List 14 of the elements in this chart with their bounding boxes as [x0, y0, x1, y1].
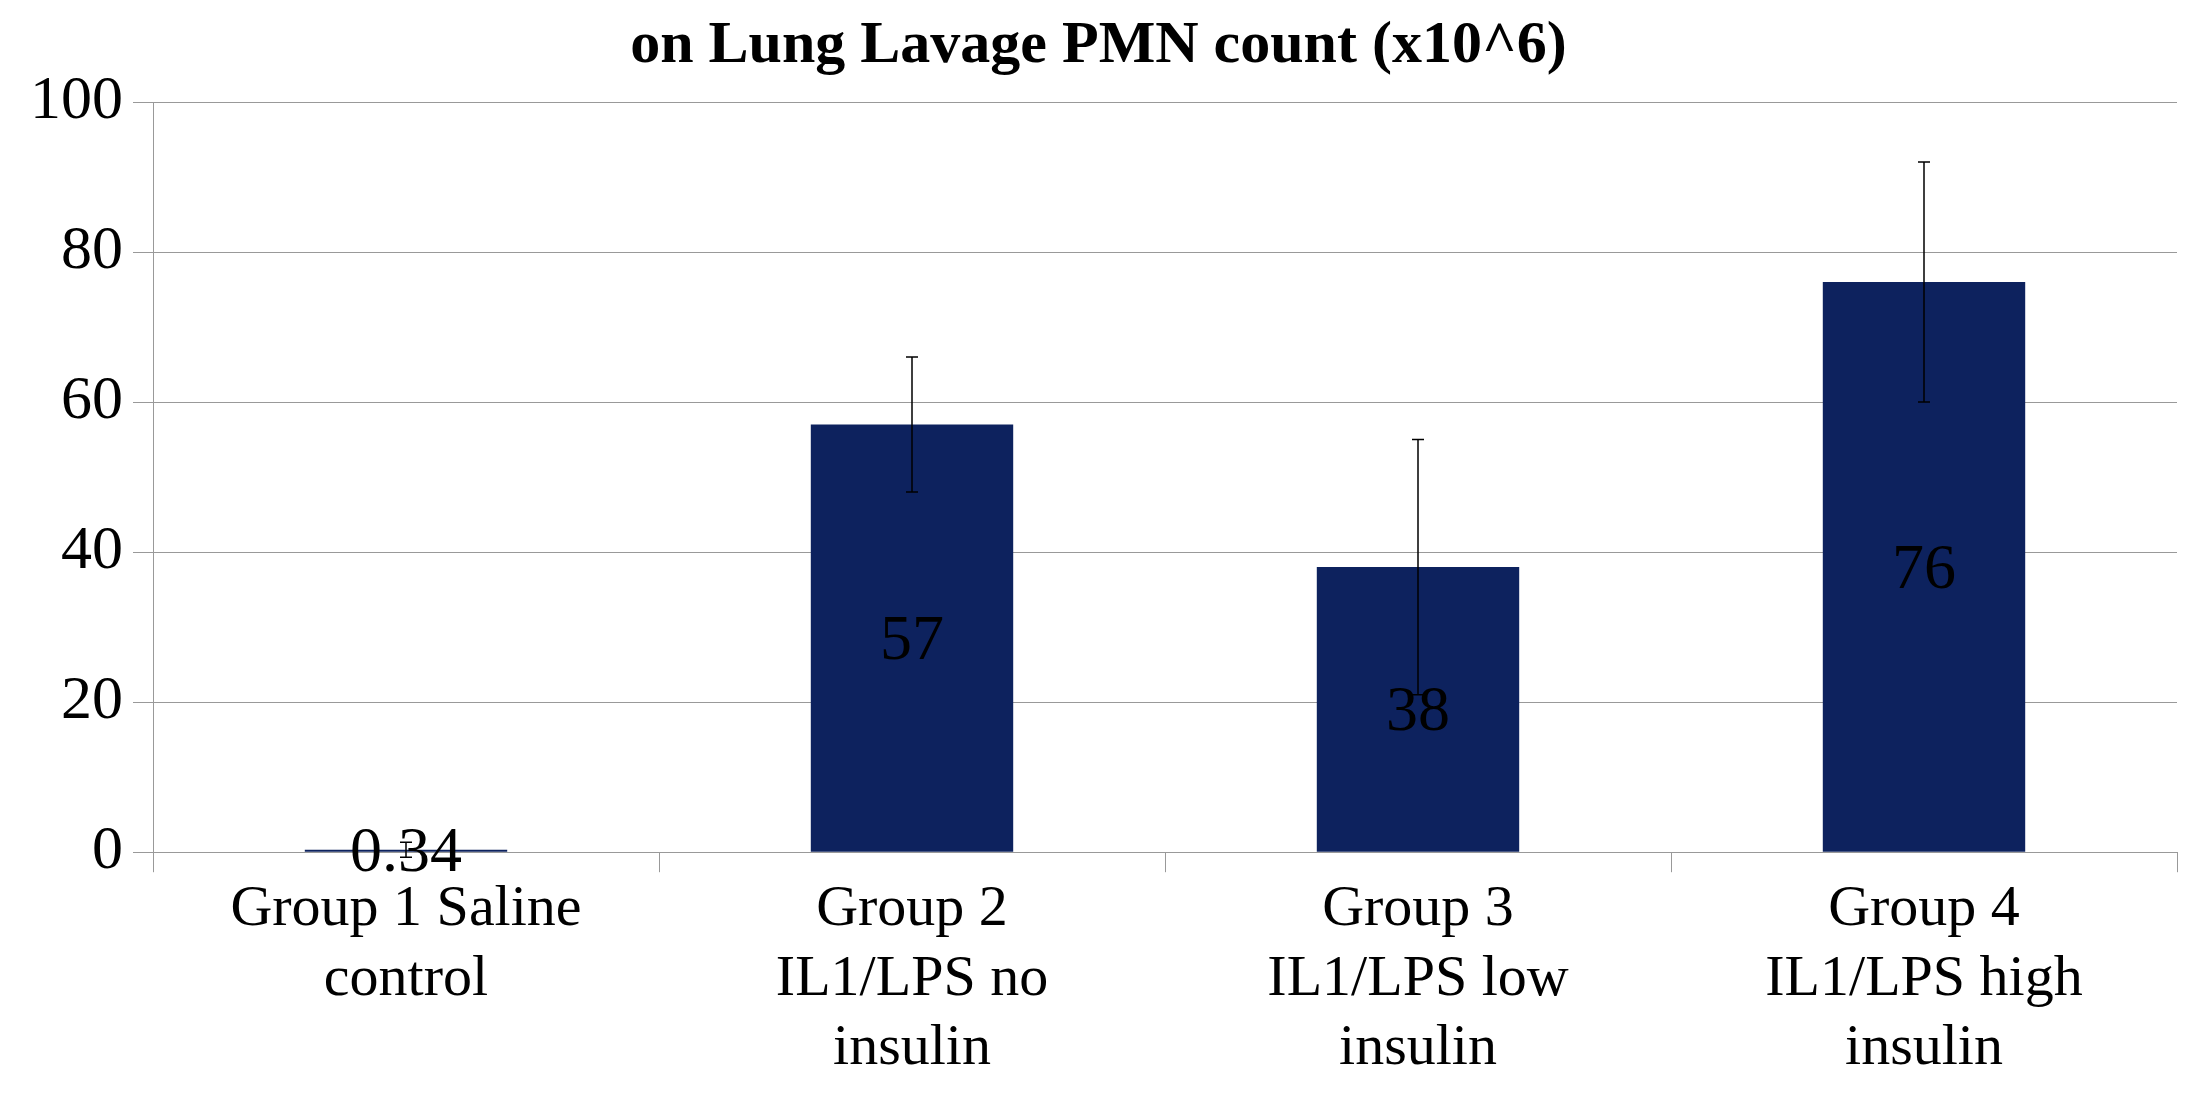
y-tick-label: 20 [61, 663, 123, 732]
y-tick-label: 40 [61, 513, 123, 582]
data-label: 76 [1892, 530, 1956, 602]
x-tick-label: Group 3 IL1/LPS low insulin [1267, 873, 1569, 1078]
chart-title: on Lung Lavage PMN count (x10^6) [630, 8, 1567, 75]
data-label: 38 [1386, 673, 1450, 745]
x-tick-label: Group 2 IL1/LPS no insulin [775, 873, 1049, 1078]
y-tick-label: 0 [92, 813, 123, 882]
y-tick-label: 60 [61, 363, 123, 432]
data-label: 57 [880, 601, 944, 673]
y-tick-label: 80 [61, 213, 123, 282]
x-tick-label: Group 1 Saline control [230, 873, 582, 1008]
y-tick-label: 100 [30, 63, 123, 132]
x-tick-label: Group 4 IL1/LPS high insulin [1765, 873, 2083, 1078]
